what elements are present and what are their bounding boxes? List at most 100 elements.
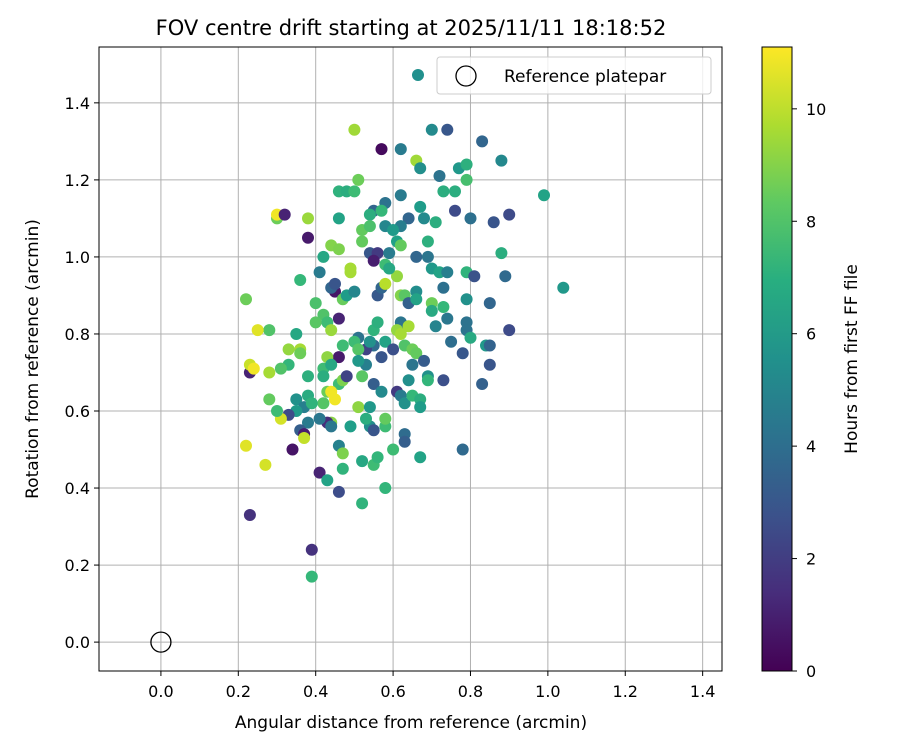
plot-frame: [98, 46, 723, 672]
scatter-point: [313, 412, 326, 425]
y-axis-ticks: 0.0 0.2 0.4 0.6 0.8 1.0 1.2 1.4: [65, 94, 99, 652]
scatter-point: [321, 474, 334, 487]
scatter-point: [383, 247, 396, 260]
scatter-point: [495, 247, 508, 260]
scatter-point: [363, 401, 376, 414]
scatter-point: [503, 324, 516, 337]
y-axis-label: Rotation from reference (arcmin): [23, 219, 43, 499]
colorbar-tick-label: 10: [806, 100, 826, 119]
scatter-point: [360, 412, 372, 425]
scatter-point: [445, 335, 458, 348]
scatter-point: [352, 173, 365, 186]
scatter-point: [460, 293, 473, 306]
scatter-point: [302, 370, 314, 383]
scatter-point: [387, 224, 400, 236]
scatter-point: [503, 208, 516, 221]
scatter-point: [240, 293, 252, 306]
legend-scatter-marker: [412, 69, 424, 81]
scatter-point: [375, 204, 388, 217]
scatter-point: [425, 123, 438, 136]
scatter-point: [437, 374, 450, 387]
scatter-point: [352, 354, 365, 367]
scatter-point: [402, 374, 415, 387]
scatter-point: [460, 158, 473, 171]
scatter-point: [363, 335, 376, 348]
scatter-point: [309, 297, 322, 310]
scatter-point: [240, 439, 252, 452]
y-tick-label: 1.0: [65, 248, 90, 267]
reference-platepar-marker: [150, 631, 172, 653]
scatter-point: [375, 143, 388, 156]
scatter-point: [286, 443, 299, 456]
scatter-point: [387, 343, 400, 356]
scatter-point: [379, 335, 392, 348]
scatter-point: [391, 270, 403, 283]
scatter-point: [367, 424, 380, 437]
scatter-point: [247, 362, 260, 375]
scatter-point: [332, 485, 345, 498]
scatter-point: [394, 143, 407, 156]
scatter-point: [317, 397, 330, 410]
scatter-point: [317, 370, 330, 383]
scatter-point: [394, 328, 407, 340]
scatter-point: [421, 374, 434, 387]
scatter-point: [398, 435, 411, 448]
scatter-point: [348, 185, 361, 198]
scatter-point: [325, 358, 338, 371]
scatter-point: [336, 462, 349, 475]
scatter-point: [387, 443, 400, 456]
scatter-point: [483, 297, 496, 310]
scatter-point: [302, 212, 314, 225]
scatter-point: [487, 216, 500, 229]
y-tick-label: 0.6: [65, 402, 90, 421]
scatter-point: [495, 154, 508, 167]
scatter-point: [274, 362, 287, 375]
scatter-point: [379, 412, 392, 425]
colorbar-gradient: [761, 46, 793, 672]
scatter-point: [278, 208, 291, 221]
scatter-point: [290, 393, 303, 406]
legend-box: [436, 56, 712, 95]
scatter-point: [298, 432, 311, 444]
colorbar: 0 2 4 6 8 10 Hours from first FF file: [761, 46, 862, 681]
scatter-point: [375, 351, 388, 364]
colorbar-tick-label: 6: [806, 325, 816, 344]
scatter-point: [421, 250, 434, 263]
scatter-point: [449, 185, 461, 198]
scatter-point: [456, 443, 469, 456]
scatter-point: [449, 204, 461, 217]
scatter-point: [305, 397, 318, 410]
scatter-point: [348, 285, 361, 298]
y-tick-label: 0.4: [65, 479, 90, 498]
scatter-point: [410, 293, 423, 306]
y-tick-label: 0.8: [65, 325, 90, 344]
x-tick-label: 1.0: [535, 682, 560, 701]
scatter-point: [356, 235, 369, 248]
colorbar-tick-label: 2: [806, 550, 816, 569]
scatter-point: [483, 358, 496, 371]
colorbar-label: Hours from first FF file: [842, 264, 862, 454]
scatter-point: [356, 497, 369, 510]
scatter-point: [398, 397, 411, 410]
scatter-point: [363, 208, 376, 221]
scatter-point: [429, 216, 442, 229]
scatter-point: [271, 405, 283, 417]
scatter-point: [433, 170, 446, 182]
scatter-point: [282, 343, 295, 356]
scatter-point: [313, 466, 326, 479]
scatter-point: [468, 270, 481, 283]
scatter-point: [290, 328, 303, 340]
colorbar-tick-label: 4: [806, 437, 816, 456]
scatter-point: [336, 339, 349, 352]
scatter-point: [332, 212, 345, 225]
scatter-point: [263, 393, 276, 406]
scatter-point: [305, 570, 318, 583]
scatter-point: [332, 312, 345, 325]
scatter-point: [251, 324, 264, 337]
scatter-point: [483, 339, 496, 352]
scatter-point: [243, 509, 256, 521]
scatter-point: [460, 173, 473, 186]
legend-reference-marker: [455, 65, 477, 87]
scatter-point: [379, 482, 392, 494]
